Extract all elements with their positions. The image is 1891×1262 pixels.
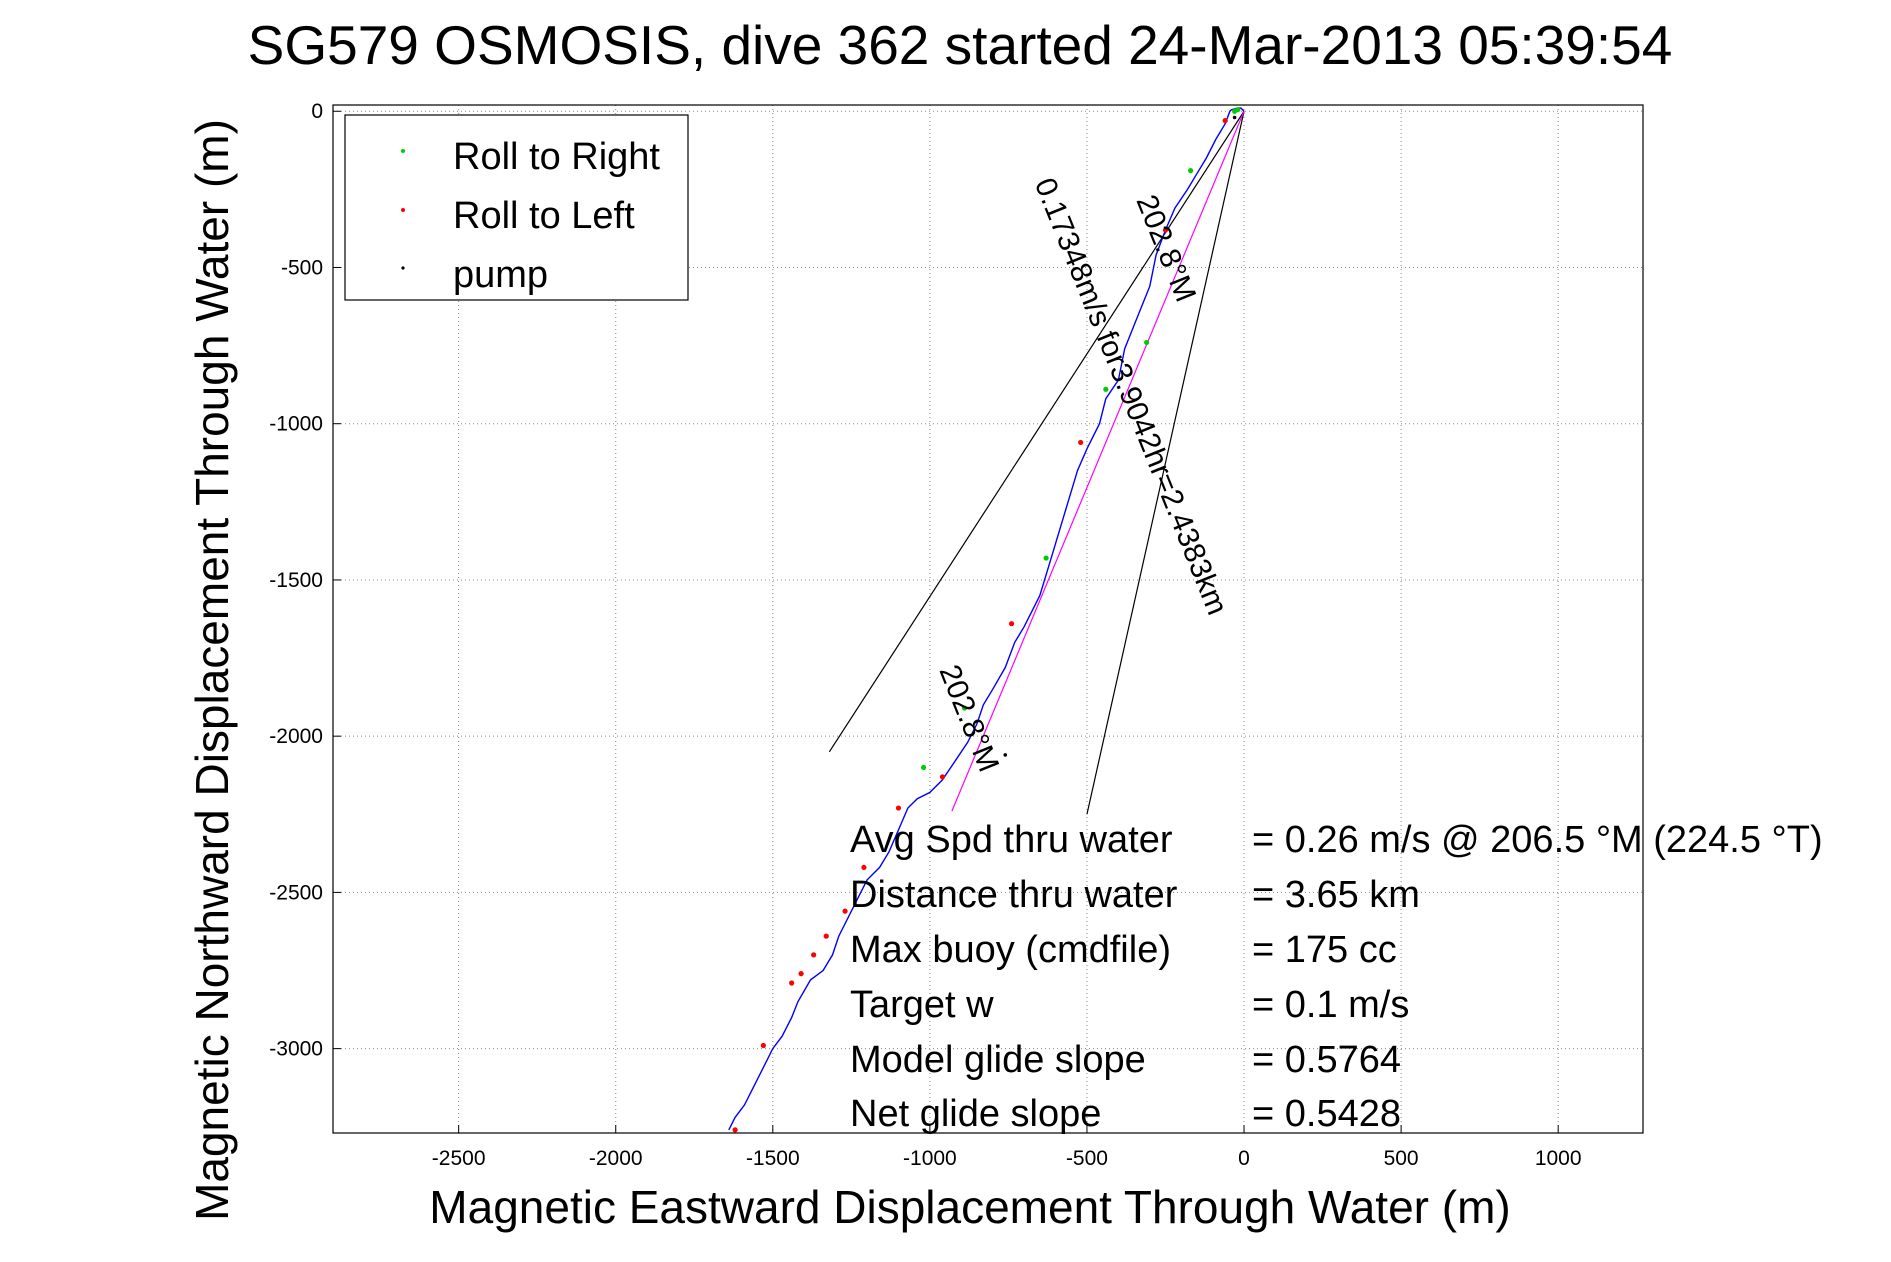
legend-label-pump: pump bbox=[453, 254, 548, 296]
point-roll-to-right bbox=[1144, 339, 1150, 346]
point-roll-to-right bbox=[1235, 107, 1241, 113]
y-tick-label: -500 bbox=[281, 256, 323, 279]
point-roll-to-left bbox=[760, 1042, 766, 1049]
x-tick-label: 500 bbox=[1384, 1147, 1419, 1170]
y-axis-label: Magnetic Northward Displacement Through … bbox=[186, 119, 238, 1221]
annotation-label-net-glide: Net glide slope bbox=[850, 1093, 1101, 1135]
annotation-value-max-buoy: = 175 cc bbox=[1252, 929, 1397, 971]
chart-title: SG579 OSMOSIS, dive 362 started 24-Mar-2… bbox=[248, 14, 1673, 76]
x-tick-labels: -2500 -2000 -1500 -1000 -500 0 500 1000 bbox=[432, 1147, 1582, 1170]
point-roll-to-left bbox=[939, 774, 946, 780]
point-roll-to-left bbox=[1078, 439, 1084, 446]
legend-marker-roll-right bbox=[401, 149, 405, 153]
y-tick-label: 0 bbox=[311, 100, 323, 123]
y-tick-labels: 0 -500 -1000 -1500 -2000 -2500 -3000 bbox=[269, 100, 323, 1060]
annotation-label-target-w: Target w bbox=[850, 984, 994, 1026]
point-pump bbox=[1003, 753, 1008, 757]
track-line bbox=[728, 107, 1245, 1131]
x-tick-label: 0 bbox=[1238, 1147, 1250, 1170]
point-roll-to-left bbox=[789, 980, 795, 986]
point-roll-to-right bbox=[1043, 555, 1049, 561]
point-roll-to-left bbox=[1222, 118, 1228, 124]
point-roll-to-left bbox=[1162, 227, 1169, 233]
point-roll-to-left bbox=[798, 971, 804, 977]
annotation-value-avg-speed: = 0.26 m/s @ 206.5 °M (224.5 °T) bbox=[1252, 819, 1823, 861]
legend-marker-pump bbox=[401, 266, 405, 270]
point-roll-to-left bbox=[1008, 621, 1015, 627]
cone-line bbox=[1086, 111, 1245, 815]
legend-label-roll-right: Roll to Right bbox=[453, 136, 660, 178]
annotation-value-distance: = 3.65 km bbox=[1252, 874, 1420, 916]
point-roll-to-right bbox=[1103, 386, 1109, 392]
point-roll-to-right bbox=[961, 705, 968, 711]
point-roll-to-left bbox=[861, 864, 867, 871]
point-roll-to-left bbox=[811, 952, 817, 958]
point-roll-to-right bbox=[920, 764, 927, 771]
point-roll-to-left bbox=[842, 908, 848, 914]
annotation-value-model-glide: = 0.5764 bbox=[1252, 1039, 1401, 1081]
annotation-value-net-glide: = 0.5428 bbox=[1252, 1093, 1401, 1135]
point-roll-to-left bbox=[895, 805, 902, 811]
x-tick-label: -2500 bbox=[432, 1147, 486, 1170]
plot-points bbox=[732, 107, 1241, 1133]
legend: Roll to Right Roll to Left pump bbox=[344, 114, 689, 301]
y-tick-label: -1000 bbox=[269, 413, 323, 436]
y-tick-label: -2500 bbox=[269, 881, 323, 904]
plot-frame bbox=[332, 104, 1644, 1134]
x-tick-label: -1000 bbox=[903, 1147, 957, 1170]
annotation-label-avg-speed: Avg Spd thru water bbox=[850, 819, 1173, 861]
annotation-label-model-glide: Model glide slope bbox=[850, 1039, 1146, 1081]
x-tick-label: -1500 bbox=[746, 1147, 800, 1170]
current-line bbox=[951, 111, 1245, 812]
legend-label-roll-left: Roll to Left bbox=[453, 195, 635, 237]
annotation-value-target-w: = 0.1 m/s bbox=[1252, 984, 1409, 1026]
y-tick-label: -2000 bbox=[269, 725, 323, 748]
point-roll-to-right bbox=[1188, 168, 1194, 174]
x-axis-label: Magnetic Eastward Displacement Through W… bbox=[429, 1181, 1510, 1233]
y-tick-label: -1500 bbox=[269, 569, 323, 592]
x-tick-label: -500 bbox=[1066, 1147, 1108, 1170]
annotation-label-max-buoy: Max buoy (cmdfile) bbox=[850, 929, 1171, 971]
x-tick-label: 1000 bbox=[1535, 1147, 1582, 1170]
point-roll-to-left bbox=[823, 933, 829, 939]
x-tick-label: -2000 bbox=[589, 1147, 643, 1170]
point-roll-to-left bbox=[732, 1127, 738, 1133]
cone-line bbox=[828, 110, 1245, 753]
grid-layer bbox=[333, 105, 1643, 1133]
point-pump bbox=[1232, 115, 1237, 120]
legend-marker-roll-left bbox=[401, 208, 405, 212]
stats-annotations: Avg Spd thru water = 0.26 m/s @ 206.5 °M… bbox=[850, 819, 1823, 1135]
annotation-label-distance: Distance thru water bbox=[850, 874, 1178, 916]
plot-lines bbox=[728, 107, 1245, 1131]
y-tick-label: -3000 bbox=[269, 1038, 323, 1061]
